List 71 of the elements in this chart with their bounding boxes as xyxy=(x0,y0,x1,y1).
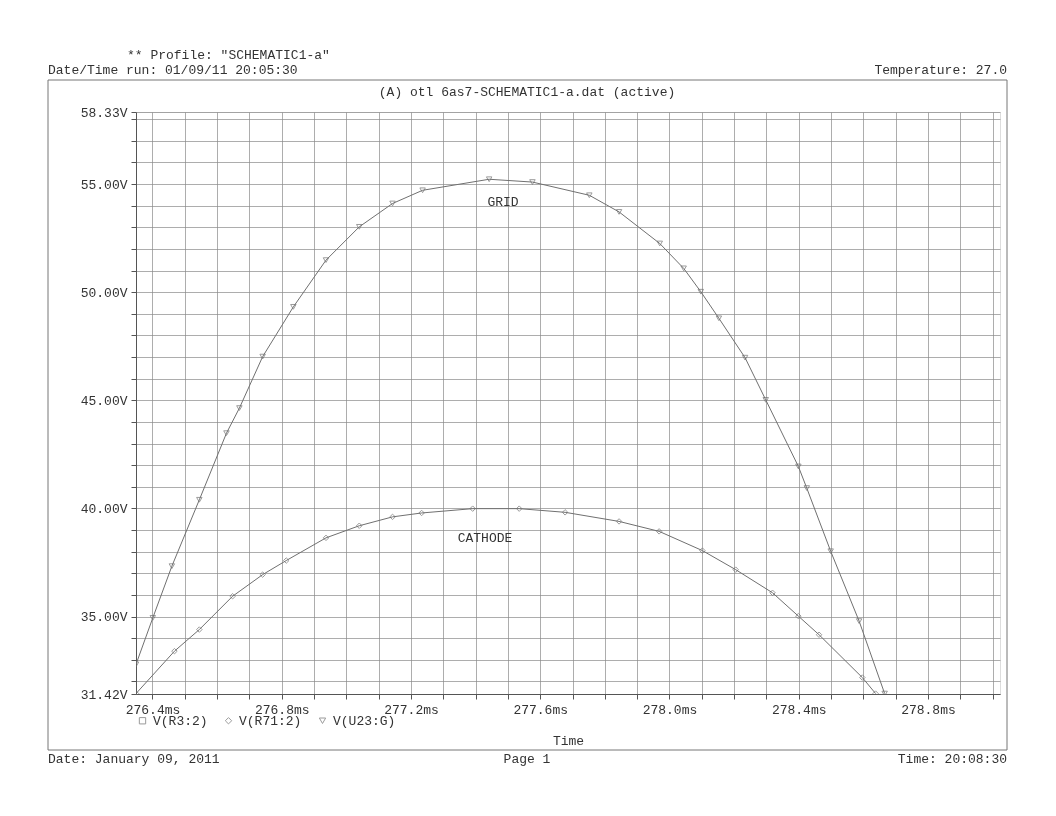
text: Time: 20:08:30 xyxy=(897,752,1007,767)
point xyxy=(356,522,363,529)
point xyxy=(680,265,687,272)
point xyxy=(356,223,363,230)
point xyxy=(259,353,266,360)
annotation: CATHODE xyxy=(457,531,513,546)
point xyxy=(769,589,776,597)
point xyxy=(196,496,203,503)
text: Page 1 xyxy=(503,752,551,767)
point xyxy=(283,557,290,564)
legend-label: V(R71:2) xyxy=(239,713,302,729)
point xyxy=(586,192,593,199)
point xyxy=(697,288,705,295)
point xyxy=(149,615,157,621)
point xyxy=(485,176,493,183)
x-tick-label: 277.6ms xyxy=(513,702,569,718)
point xyxy=(803,485,811,491)
y-tick-label: 45.00V xyxy=(80,393,128,409)
y-tick-label: 55.00V xyxy=(80,177,128,193)
point xyxy=(655,528,663,535)
point xyxy=(419,187,426,194)
legend-label: V(R3:2) xyxy=(153,713,208,729)
point xyxy=(196,626,203,633)
point xyxy=(795,612,802,620)
point xyxy=(699,547,706,554)
point xyxy=(469,505,476,512)
point xyxy=(615,209,623,215)
point xyxy=(515,505,523,512)
point xyxy=(855,618,863,624)
text: Date: January 09, 2011 xyxy=(48,752,220,767)
point xyxy=(171,647,178,655)
annotation: GRID xyxy=(487,195,519,210)
x-tick-label: 278.8ms xyxy=(901,702,956,718)
line-series xyxy=(136,176,888,694)
point xyxy=(259,571,266,578)
y-tick-label: 31.42V xyxy=(80,687,128,703)
y-tick-label: 40.00V xyxy=(80,501,128,517)
point xyxy=(561,509,569,516)
point xyxy=(615,518,623,525)
y-tick-label: 58.33V xyxy=(80,105,128,121)
y-tick-label: 50.00V xyxy=(80,285,128,301)
line-series xyxy=(136,505,879,694)
x-tick-label: 278.4ms xyxy=(771,702,827,718)
point xyxy=(168,563,176,570)
text: Date/Time run: 01/09/11 20:05:30 xyxy=(48,63,298,78)
point xyxy=(290,303,297,310)
point xyxy=(715,315,723,322)
point xyxy=(322,534,330,542)
chart-title: ** Profile: "SCHEMATIC1-a" xyxy=(127,48,330,63)
point xyxy=(229,593,236,600)
point xyxy=(656,240,663,247)
point xyxy=(795,463,802,470)
point xyxy=(741,354,749,361)
point xyxy=(762,396,769,403)
x-axis-title: Time xyxy=(552,733,585,749)
point xyxy=(827,548,834,555)
point xyxy=(389,200,396,207)
point xyxy=(236,405,243,411)
point xyxy=(529,179,536,185)
chart-subtitle: (A) otl 6as7-SCHEMATIC1-a.dat (active) xyxy=(378,85,676,100)
point xyxy=(732,566,739,573)
text: Temperature: 27.0 xyxy=(874,63,1007,78)
point xyxy=(223,430,230,437)
legend-label: V(U23:G) xyxy=(333,713,396,729)
point xyxy=(322,257,330,264)
y-tick-label: 35.00V xyxy=(80,610,128,626)
point xyxy=(815,631,823,638)
point xyxy=(418,509,425,517)
point xyxy=(389,513,396,521)
point xyxy=(859,674,866,681)
x-tick-label: 278.0ms xyxy=(642,702,698,718)
